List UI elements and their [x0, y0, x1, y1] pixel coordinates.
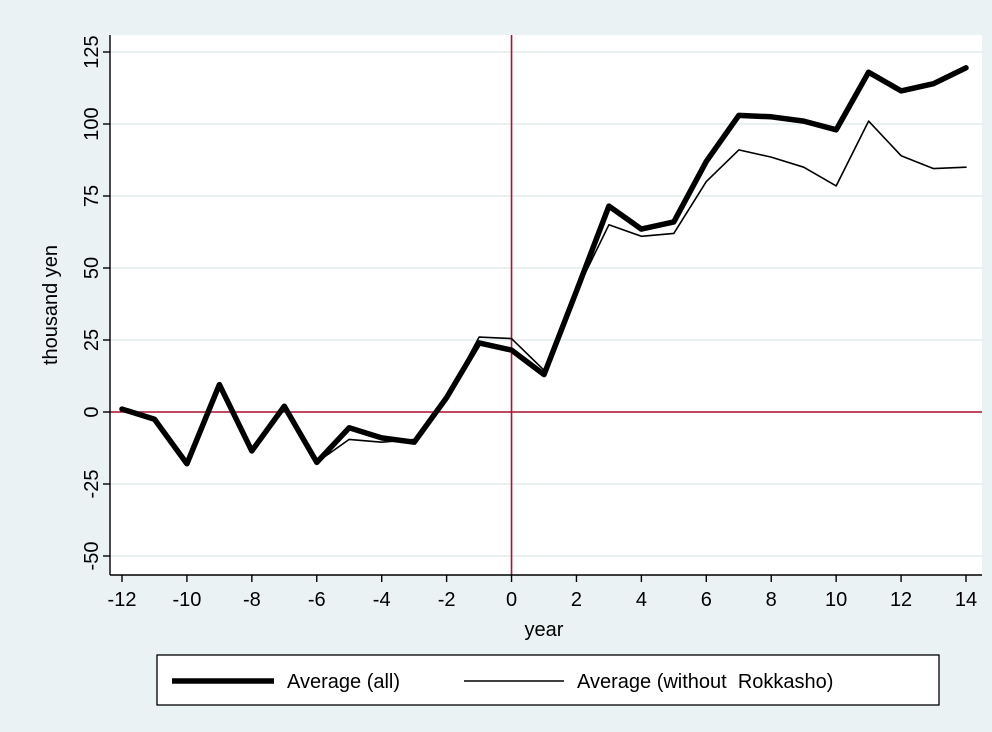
y-tick-label: 50: [81, 257, 103, 279]
x-tick-label: 10: [825, 589, 847, 611]
reference-lines: [110, 35, 982, 575]
legend-box: [156, 654, 940, 706]
series-line-average-all: [119, 65, 969, 467]
y-tick-label: -25: [81, 470, 103, 499]
legend: Average (all) Average (without Rokkasho): [156, 654, 940, 706]
x-axis-label: year: [525, 619, 564, 641]
y-tick-label: 25: [81, 329, 103, 351]
x-tick-label: 6: [701, 589, 712, 611]
x-tick-label: 8: [766, 589, 777, 611]
x-tick-label: 4: [636, 589, 647, 611]
axes: -50 -25 0 25 50 75 100 125 -12 -10 -8 -6 -4 -2 0 2 4 6 8 10…: [81, 35, 982, 611]
x-tick-label: -8: [243, 589, 261, 611]
x-tick-label: 12: [890, 589, 912, 611]
series-lines: [119, 65, 969, 467]
y-tick-label: 0: [81, 406, 103, 417]
y-tick-label: -50: [81, 542, 103, 571]
x-tick-label: -6: [308, 589, 326, 611]
x-tick-label: -2: [438, 589, 456, 611]
x-tick-label: 0: [506, 589, 517, 611]
y-tick-label: 100: [81, 107, 103, 140]
x-tick-label: -4: [373, 589, 391, 611]
x-tick-label: -10: [172, 589, 201, 611]
y-tick-label: 75: [81, 185, 103, 207]
x-tick-label: 2: [571, 589, 582, 611]
plot-area: [110, 35, 982, 575]
x-tick-label: -12: [108, 589, 137, 611]
legend-label-average-without-rokkasho: Average (without Rokkasho): [577, 671, 833, 693]
x-tick-label: 14: [955, 589, 977, 611]
legend-label-average-all: Average (all): [287, 671, 400, 693]
y-axis-label: thousand yen: [40, 245, 62, 365]
y-tick-label: 125: [81, 35, 103, 68]
